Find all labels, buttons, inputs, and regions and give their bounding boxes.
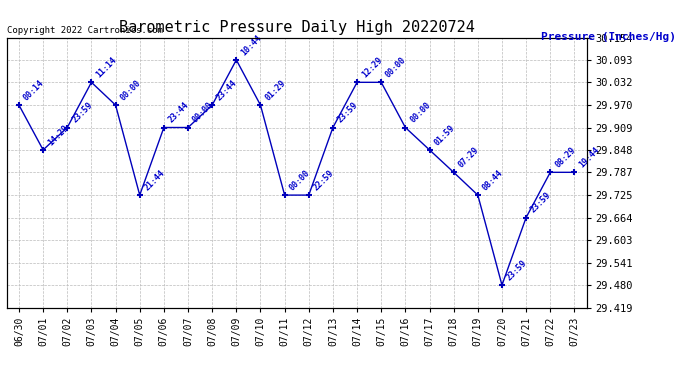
Text: 22:59: 22:59 <box>312 168 335 192</box>
Text: 00:00: 00:00 <box>191 100 215 125</box>
Text: 00:00: 00:00 <box>384 56 408 80</box>
Text: 23:44: 23:44 <box>167 100 190 125</box>
Text: 21:44: 21:44 <box>143 168 166 192</box>
Text: 01:29: 01:29 <box>264 78 287 102</box>
Text: 01:59: 01:59 <box>433 123 456 147</box>
Text: 00:00: 00:00 <box>288 168 311 192</box>
Text: Pressure (Inches/Hg): Pressure (Inches/Hg) <box>541 32 676 42</box>
Text: 19:44: 19:44 <box>578 146 601 170</box>
Text: 00:00: 00:00 <box>408 100 432 125</box>
Text: 10:44: 10:44 <box>239 33 263 57</box>
Text: 23:44: 23:44 <box>215 78 239 102</box>
Text: 23:59: 23:59 <box>336 100 359 125</box>
Text: 12:29: 12:29 <box>360 56 384 80</box>
Text: 23:59: 23:59 <box>529 190 553 215</box>
Text: 07:29: 07:29 <box>457 146 480 170</box>
Text: 11:14: 11:14 <box>95 56 118 80</box>
Text: 08:44: 08:44 <box>481 168 504 192</box>
Title: Barometric Pressure Daily High 20220724: Barometric Pressure Daily High 20220724 <box>119 20 475 35</box>
Text: 14:29: 14:29 <box>46 123 70 147</box>
Text: Copyright 2022 Cartronics.com: Copyright 2022 Cartronics.com <box>7 26 163 35</box>
Text: 23:59: 23:59 <box>505 258 529 282</box>
Text: 08:29: 08:29 <box>553 146 577 170</box>
Text: 00:14: 00:14 <box>22 78 46 102</box>
Text: 23:59: 23:59 <box>70 100 94 125</box>
Text: 00:00: 00:00 <box>119 78 142 102</box>
